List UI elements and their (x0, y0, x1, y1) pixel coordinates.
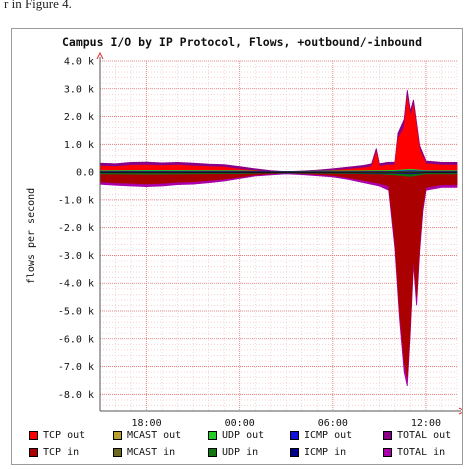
legend-swatch (113, 448, 122, 457)
legend-label: UDP in (222, 447, 259, 458)
legend-swatch (290, 431, 299, 440)
legend-swatch (383, 431, 392, 440)
x-tick-label: 06:00 (318, 418, 348, 429)
legend-label: ICMP out (304, 430, 353, 441)
legend-label: TCP out (43, 430, 86, 441)
y-tick-label: -3.0 k (58, 251, 94, 262)
legend-label: TCP in (43, 447, 80, 458)
y-tick-label: -8.0 k (58, 390, 94, 401)
y-tick-label: 3.0 k (64, 84, 94, 95)
legend-label: MCAST out (127, 430, 182, 441)
legend-swatch (29, 431, 38, 440)
legend-label: ICMP in (304, 447, 347, 458)
legend-item: ICMP in (290, 447, 346, 458)
legend-label: MCAST in (127, 447, 176, 458)
legend-swatch (208, 448, 217, 457)
legend-item: TOTAL out (383, 430, 451, 441)
series-area-tcp-out (99, 97, 458, 174)
x-tick-label: 18:00 (132, 418, 162, 429)
legend-label: UDP out (222, 430, 265, 441)
y-axis-arrow (96, 51, 104, 60)
x-tick-label: 12:00 (411, 418, 441, 429)
y-tick-labels: 4.0 k 3.0 k 2.0 k 1.0 k 0.0 -1.0 k -2.0 k -3.0 … (58, 57, 94, 401)
x-axis-arrow (458, 407, 462, 415)
legend-item: MCAST in (113, 447, 175, 458)
y-tick-label: 4.0 k (64, 57, 94, 68)
y-tick-label: -7.0 k (58, 362, 94, 373)
legend-item: TOTAL in (383, 447, 445, 458)
y-tick-label: 0.0 (76, 168, 94, 179)
y-tick-label: -6.0 k (58, 334, 94, 345)
legend-item: UDP in (208, 447, 258, 458)
y-tick-label: -4.0 k (58, 279, 94, 290)
y-tick-label: -5.0 k (58, 307, 94, 318)
page-caption: r in Figure 4. (4, 0, 72, 11)
legend-item: UDP out (208, 430, 264, 441)
legend-swatch (29, 448, 38, 457)
legend-label: TOTAL out (397, 430, 452, 441)
legend-item: ICMP out (290, 430, 352, 441)
legend-item: TCP in (29, 447, 79, 458)
legend-swatch (208, 431, 217, 440)
x-tick-labels: 18:00 00:00 06:00 12:00 (132, 418, 442, 429)
legend-item: MCAST out (113, 430, 181, 441)
y-tick-label: -2.0 k (58, 223, 94, 234)
series-area-tcp-in (99, 171, 458, 378)
legend-swatch (113, 431, 122, 440)
y-tick-label: 2.0 k (64, 112, 94, 123)
y-axis-label: flows per second (26, 188, 37, 284)
y-tick-label: -1.0 k (58, 195, 94, 206)
legend-swatch (383, 448, 392, 457)
x-tick-label: 00:00 (225, 418, 255, 429)
legend-swatch (290, 448, 299, 457)
chart-title: Campus I/O by IP Protocol, Flows, +outbo… (62, 35, 422, 49)
legend-label: TOTAL in (397, 447, 446, 458)
axes (96, 51, 462, 415)
chart-panel: Campus I/O by IP Protocol, Flows, +outbo… (11, 28, 463, 465)
legend-item: TCP out (29, 430, 85, 441)
y-tick-label: 1.0 k (64, 140, 94, 151)
chart-svg: Campus I/O by IP Protocol, Flows, +outbo… (26, 35, 462, 429)
